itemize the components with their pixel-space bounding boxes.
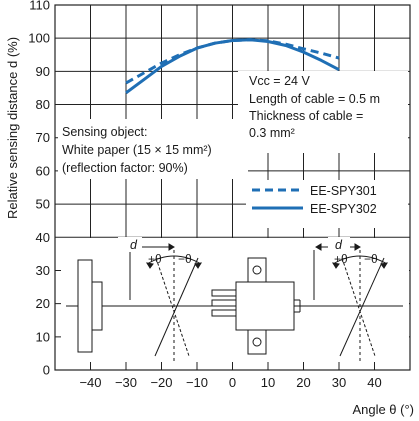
y-tick-label: 90 — [36, 64, 50, 79]
y-tick-labels: 0 10 20 30 40 50 60 70 80 90 100 110 — [28, 0, 50, 378]
condition-vcc: Vcc = 24 V — [249, 74, 310, 88]
y-axis-label: Relative sensing distance d (%) — [5, 37, 20, 219]
sensor-icon-left — [77, 259, 103, 353]
x-tick-label: −40 — [79, 375, 101, 390]
diagram-label-minus-theta-left: −θ — [178, 252, 192, 266]
x-tick-label: −30 — [115, 375, 137, 390]
y-tick-label: 40 — [36, 230, 50, 245]
series-lines — [125, 38, 340, 95]
sensing-object-reflection: (reflection factor: 90%) — [62, 161, 188, 175]
x-tick-label: 0 — [229, 375, 236, 390]
y-tick-label: 10 — [36, 329, 50, 344]
x-tick-label: 10 — [261, 375, 275, 390]
series-line-ee-spy301 — [125, 38, 340, 85]
legend-box — [246, 180, 408, 228]
condition-cable-length: Length of cable = 0.5 m — [249, 92, 380, 106]
y-tick-label: 0 — [43, 363, 50, 378]
x-tick-labels: −40 −30 −20 −10 0 10 20 30 40 — [79, 375, 381, 390]
y-tick-label: 50 — [36, 197, 50, 212]
x-tick-label: 40 — [367, 375, 381, 390]
sensing-object-material: White paper (15 × 15 mm²) — [62, 143, 212, 157]
conditions-box — [238, 71, 408, 153]
condition-cable-area: 0.3 mm² — [249, 126, 295, 140]
diagram-label-plus-theta-right: +θ — [334, 252, 348, 266]
x-tick-label: 30 — [332, 375, 346, 390]
sensing-object-box — [58, 119, 248, 179]
diagram-label-plus-theta-left: +θ — [148, 252, 162, 266]
sensor-icon-right — [211, 257, 301, 355]
diagram-label-minus-theta-right: −θ — [364, 252, 378, 266]
setup-diagram — [61, 237, 409, 362]
legend-label-ee-spy302: EE-SPY302 — [310, 202, 377, 216]
diagram-label-d-left: d — [130, 238, 138, 252]
y-tick-label: 100 — [28, 31, 50, 46]
y-tick-label: 110 — [29, 0, 50, 13]
legend-label-ee-spy301: EE-SPY301 — [310, 184, 377, 198]
x-axis-label: Angle θ (°) — [352, 402, 414, 417]
y-tick-label: 70 — [36, 130, 50, 145]
y-tick-label: 30 — [36, 263, 50, 278]
x-tick-label: −20 — [150, 375, 172, 390]
sensing-object-title: Sensing object: — [62, 125, 147, 139]
y-tick-label: 20 — [36, 296, 50, 311]
condition-cable-thickness: Thickness of cable = — [249, 109, 363, 123]
diagram-label-d-right: d — [335, 238, 343, 252]
series-line-ee-spy302 — [125, 38, 340, 95]
plot-frame — [54, 4, 411, 371]
y-tick-label: 80 — [36, 97, 50, 112]
x-tick-label: −10 — [186, 375, 208, 390]
y-tick-label: 60 — [36, 163, 50, 178]
x-tick-label: 20 — [296, 375, 310, 390]
